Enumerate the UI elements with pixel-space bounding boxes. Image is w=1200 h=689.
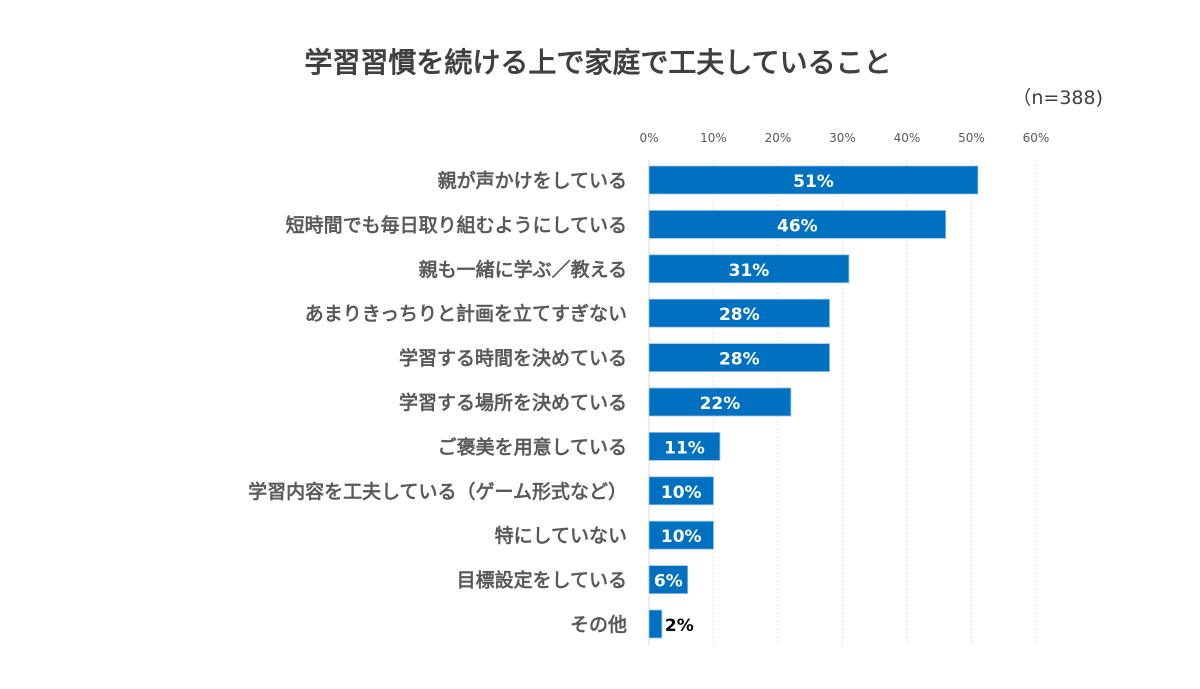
data-label: 28% — [719, 350, 760, 370]
bar — [648, 209, 947, 239]
data-label: 6% — [654, 572, 683, 592]
bar — [648, 298, 831, 328]
category-label: 学習する場所を決めている — [399, 391, 627, 414]
bar — [648, 476, 714, 506]
bar — [648, 431, 721, 461]
category-label: 特にしていない — [495, 525, 627, 547]
x-tick-label: 30% — [829, 131, 856, 145]
bar — [648, 254, 850, 284]
data-label: 11% — [664, 438, 705, 458]
x-tick-label: 50% — [958, 131, 985, 145]
data-label: 10% — [661, 527, 702, 547]
bar — [648, 565, 689, 594]
data-label: 46% — [777, 216, 818, 236]
data-label: 10% — [661, 483, 702, 503]
x-tick-label: 40% — [894, 131, 921, 145]
chart-title: 学習習慣を続ける上で家庭で工夫していること — [304, 46, 891, 79]
x-tick-label: 20% — [765, 131, 792, 145]
category-label: 学習内容を工夫している（ゲーム形式など） — [248, 480, 627, 503]
category-label: 短時間でも毎日取り組むようにしている — [286, 213, 627, 236]
bar — [648, 520, 714, 550]
category-label: 親も一緒に学ぶ／教える — [419, 258, 627, 281]
x-tick-label: 60% — [1023, 131, 1050, 145]
bar — [648, 343, 831, 373]
category-label: その他 — [570, 613, 627, 636]
data-label: 51% — [793, 172, 834, 192]
category-label: 目標設定をしている — [457, 569, 627, 592]
data-label: 2% — [665, 616, 694, 636]
x-tick-label: 0% — [639, 131, 658, 145]
data-label: 28% — [719, 305, 760, 325]
bar — [648, 165, 979, 195]
x-tick-label: 10% — [700, 131, 727, 145]
category-label: あまりきっちりと計画を立てすぎない — [305, 302, 627, 325]
bar — [648, 609, 663, 639]
data-label: 22% — [700, 394, 741, 414]
bar — [648, 387, 792, 417]
category-label: ご褒美を用意している — [438, 435, 627, 458]
category-label: 学習する時間を決めている — [399, 347, 627, 370]
sample-size: （n=388) — [1012, 87, 1103, 109]
data-label: 31% — [729, 261, 770, 281]
category-label: 親が声かけをしている — [438, 169, 627, 192]
